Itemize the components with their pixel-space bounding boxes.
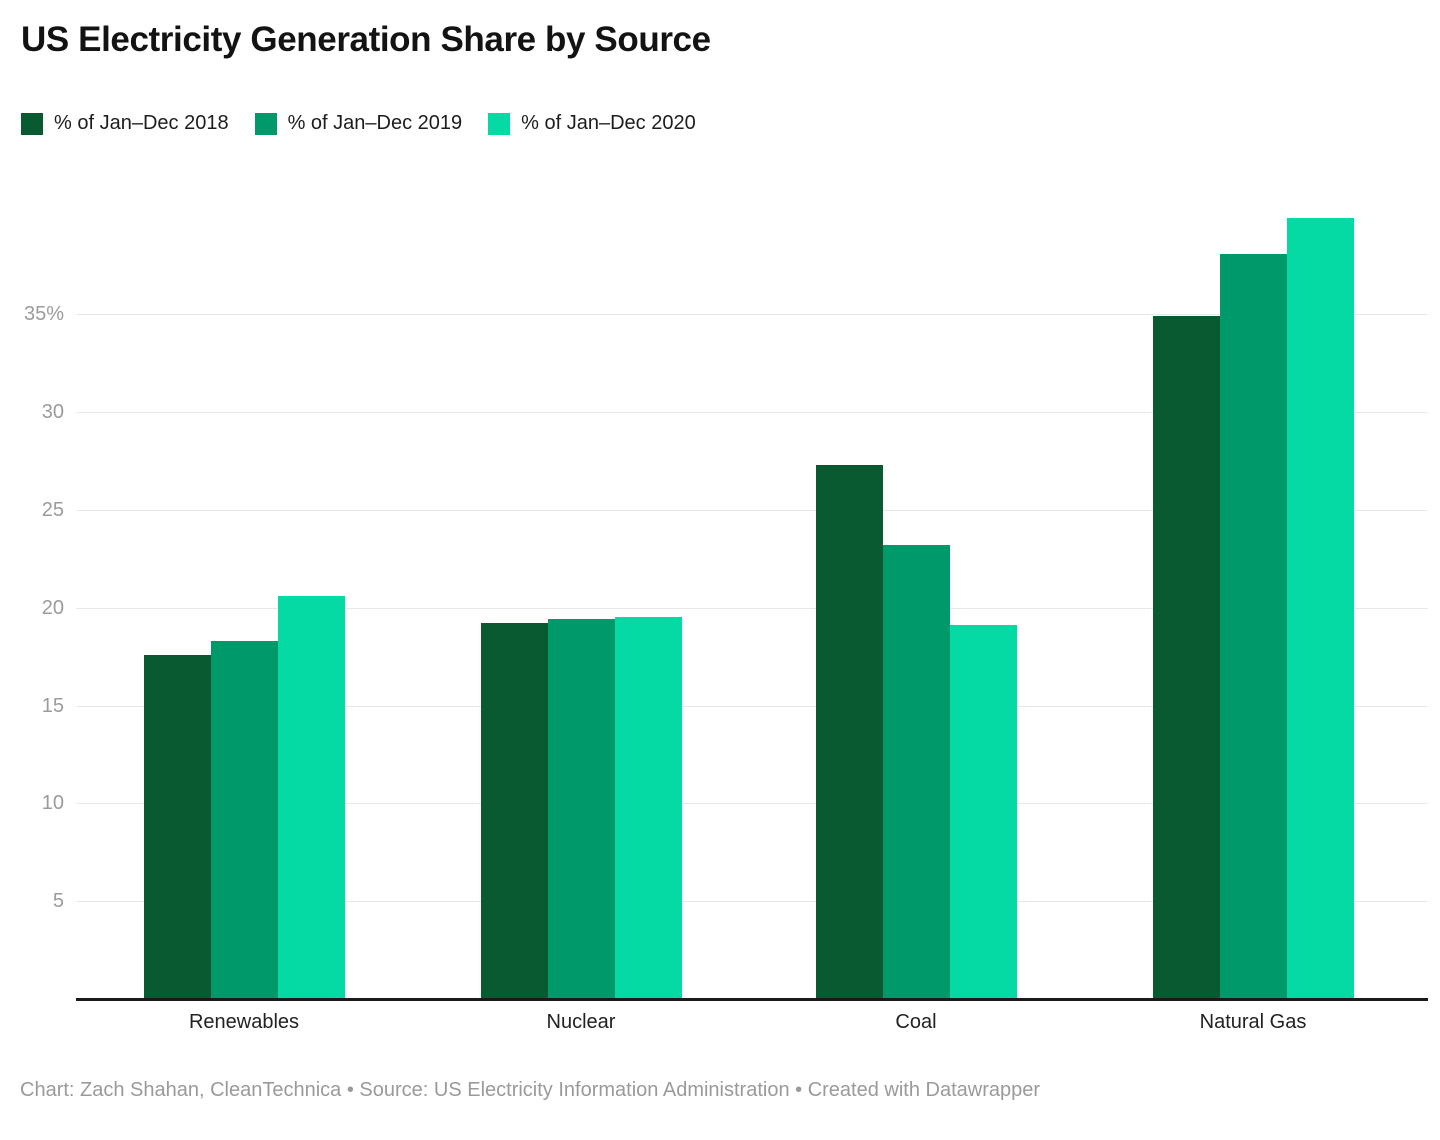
y-axis-tick-label: 25	[41, 498, 64, 521]
bar-renewables-2018[interactable]	[143, 654, 211, 999]
bar-natural-gas-2018[interactable]	[1152, 316, 1220, 999]
y-axis-tick-label: 30	[41, 401, 64, 424]
y-axis-tick-label: 20	[41, 596, 64, 619]
bar-nuclear-2018[interactable]	[480, 623, 548, 999]
chart-title: US Electricity Generation Share by Sourc…	[21, 20, 711, 59]
bar-nuclear-2020[interactable]	[614, 617, 682, 999]
gridline-10	[76, 803, 1428, 805]
gridline-35	[76, 314, 1428, 316]
legend-label: % of Jan–Dec 2020	[521, 112, 696, 134]
legend-label: % of Jan–Dec 2018	[54, 112, 229, 134]
gridline-30	[76, 412, 1428, 414]
y-axis-tick-label: 10	[41, 792, 64, 815]
gridline-20	[76, 607, 1428, 609]
x-axis-label-natural-gas: Natural Gas	[1199, 1011, 1307, 1033]
legend-swatch-icon	[254, 112, 277, 135]
y-axis-tick-label: 5	[52, 890, 64, 913]
legend-item-2020: % of Jan–Dec 2020	[488, 112, 696, 135]
bar-natural-gas-2020[interactable]	[1286, 218, 1354, 999]
x-axis-line	[76, 998, 1428, 1001]
bar-coal-2020[interactable]	[949, 625, 1017, 999]
legend: % of Jan–Dec 2018 % of Jan–Dec 2019 % of J…	[21, 112, 696, 135]
bar-coal-2018[interactable]	[815, 464, 883, 999]
gridline-15	[76, 705, 1428, 707]
legend-label: % of Jan–Dec 2019	[287, 112, 463, 134]
bar-coal-2019[interactable]	[882, 545, 950, 999]
legend-item-2019: % of Jan–Dec 2019	[254, 112, 463, 135]
chart-footer-credits: Chart: Zach Shahan, CleanTechnica • Sour…	[20, 1079, 1041, 1101]
x-axis-label-coal: Coal	[895, 1011, 937, 1033]
gridline-25	[76, 509, 1428, 511]
gridline-5	[76, 901, 1428, 903]
bar-natural-gas-2019[interactable]	[1219, 253, 1287, 999]
bar-nuclear-2019[interactable]	[547, 619, 615, 999]
y-axis-tick-label: 35%	[23, 303, 64, 326]
legend-swatch-icon	[488, 112, 511, 135]
y-axis-tick-label: 15	[41, 694, 64, 717]
bar-renewables-2019[interactable]	[210, 640, 278, 999]
legend-swatch-icon	[21, 112, 43, 135]
legend-item-2018: % of Jan–Dec 2018	[21, 112, 229, 135]
bar-renewables-2020[interactable]	[277, 595, 345, 999]
x-axis-label-nuclear: Nuclear	[546, 1011, 616, 1033]
x-axis-label-renewables: Renewables	[188, 1011, 300, 1033]
